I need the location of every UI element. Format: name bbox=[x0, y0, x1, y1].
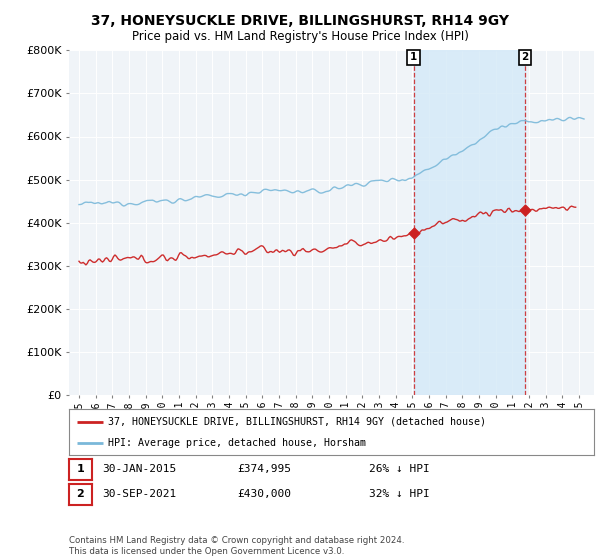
Text: £430,000: £430,000 bbox=[237, 489, 291, 500]
Text: 26% ↓ HPI: 26% ↓ HPI bbox=[369, 464, 430, 474]
Text: 1: 1 bbox=[77, 464, 84, 474]
Text: £374,995: £374,995 bbox=[237, 464, 291, 474]
Text: 30-SEP-2021: 30-SEP-2021 bbox=[102, 489, 176, 500]
Text: 1: 1 bbox=[410, 52, 417, 62]
Text: 30-JAN-2015: 30-JAN-2015 bbox=[102, 464, 176, 474]
Text: HPI: Average price, detached house, Horsham: HPI: Average price, detached house, Hors… bbox=[109, 438, 367, 448]
Text: 37, HONEYSUCKLE DRIVE, BILLINGSHURST, RH14 9GY (detached house): 37, HONEYSUCKLE DRIVE, BILLINGSHURST, RH… bbox=[109, 417, 487, 427]
Text: Contains HM Land Registry data © Crown copyright and database right 2024.
This d: Contains HM Land Registry data © Crown c… bbox=[69, 536, 404, 556]
Text: 2: 2 bbox=[521, 52, 529, 62]
Text: 32% ↓ HPI: 32% ↓ HPI bbox=[369, 489, 430, 500]
Text: Price paid vs. HM Land Registry's House Price Index (HPI): Price paid vs. HM Land Registry's House … bbox=[131, 30, 469, 43]
Text: 37, HONEYSUCKLE DRIVE, BILLINGSHURST, RH14 9GY: 37, HONEYSUCKLE DRIVE, BILLINGSHURST, RH… bbox=[91, 14, 509, 28]
Bar bbox=[413, 50, 525, 395]
Point bbox=[409, 229, 418, 238]
Text: 2: 2 bbox=[77, 489, 84, 500]
Point bbox=[520, 205, 530, 214]
